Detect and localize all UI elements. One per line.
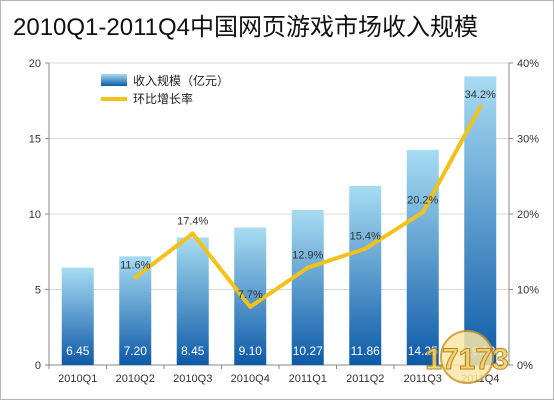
bar-value-label: 7.20 <box>124 344 148 358</box>
gridlines <box>49 62 509 290</box>
left-axis-tick-label: 15 <box>29 134 41 146</box>
growth-rate-point <box>248 304 253 309</box>
bar <box>119 256 152 365</box>
x-axis-tick-label: 2010Q2 <box>116 373 155 385</box>
growth-rate-point <box>420 210 425 215</box>
right-axis-tick-label: 0% <box>517 360 533 372</box>
x-axis-tick-label: 2010Q4 <box>231 373 270 385</box>
growth-rate-label: 7.7% <box>238 289 263 301</box>
growth-rate-label: 34.2% <box>465 89 496 101</box>
growth-rate-label: 15.4% <box>350 231 381 243</box>
x-axis-tick-label: 2010Q3 <box>173 373 212 385</box>
chart-title: 2010Q1-2011Q4中国网页游戏市场收入规模 <box>13 14 479 41</box>
x-axis-tick-label: 2010Q1 <box>58 373 97 385</box>
bar-value-label: 9.10 <box>239 344 263 358</box>
left-axis-tick-label: 20 <box>29 58 41 70</box>
watermark-badge <box>440 330 494 384</box>
growth-rate-point <box>133 275 138 280</box>
bar-value-label: 8.45 <box>181 344 205 358</box>
bar-value-label: 14.25 <box>408 344 438 358</box>
left-axis-tick-label: 0 <box>35 360 41 372</box>
growth-rate-label: 11.6% <box>120 259 151 271</box>
growth-rate-point <box>478 104 483 109</box>
left-axis-tick-label: 10 <box>29 209 41 221</box>
growth-rate-label: 20.2% <box>407 194 438 206</box>
legend: 收入规模（亿元） 环比增长率 <box>101 73 229 106</box>
left-axis-tick-label: 5 <box>35 285 41 297</box>
legend-line-label: 环比增长率 <box>133 91 193 106</box>
bar-value-label: 11.86 <box>351 344 380 358</box>
growth-rate-label: 17.4% <box>177 216 208 228</box>
growth-rate-point <box>305 265 310 270</box>
bar <box>349 185 382 365</box>
x-axis-tick-label: 2011Q1 <box>289 373 327 385</box>
watermark-logo: 17173 <box>425 330 509 384</box>
right-axis-tick-label: 30% <box>517 134 539 146</box>
growth-rate-point <box>363 246 368 251</box>
axes: 0 5 10 15 20 0% 10% 20% 30% 40% 2010Q1 2010Q2 2010Q3… <box>29 58 539 385</box>
right-axis-tick-label: 20% <box>517 209 539 221</box>
bar-value-label: 10.27 <box>293 344 323 358</box>
bar <box>406 149 439 365</box>
growth-rate-point <box>190 231 195 236</box>
line-series <box>133 104 483 309</box>
bar-value-label: 6.45 <box>66 344 90 358</box>
bar <box>61 267 94 365</box>
bar <box>176 237 209 365</box>
watermark-text: 17173 <box>425 343 508 376</box>
right-axis-tick-label: 10% <box>517 285 539 297</box>
right-axis-tick-label: 40% <box>517 58 539 70</box>
x-axis-tick-label: 2011Q3 <box>404 373 442 385</box>
x-axis-tick-label: 2011Q2 <box>346 373 384 385</box>
bar-series <box>61 76 497 366</box>
growth-rate-label: 12.9% <box>292 250 323 262</box>
bar <box>291 209 324 365</box>
bar <box>464 76 497 366</box>
legend-bar-label: 收入规模（亿元） <box>133 73 229 88</box>
legend-bar-swatch <box>101 74 127 86</box>
